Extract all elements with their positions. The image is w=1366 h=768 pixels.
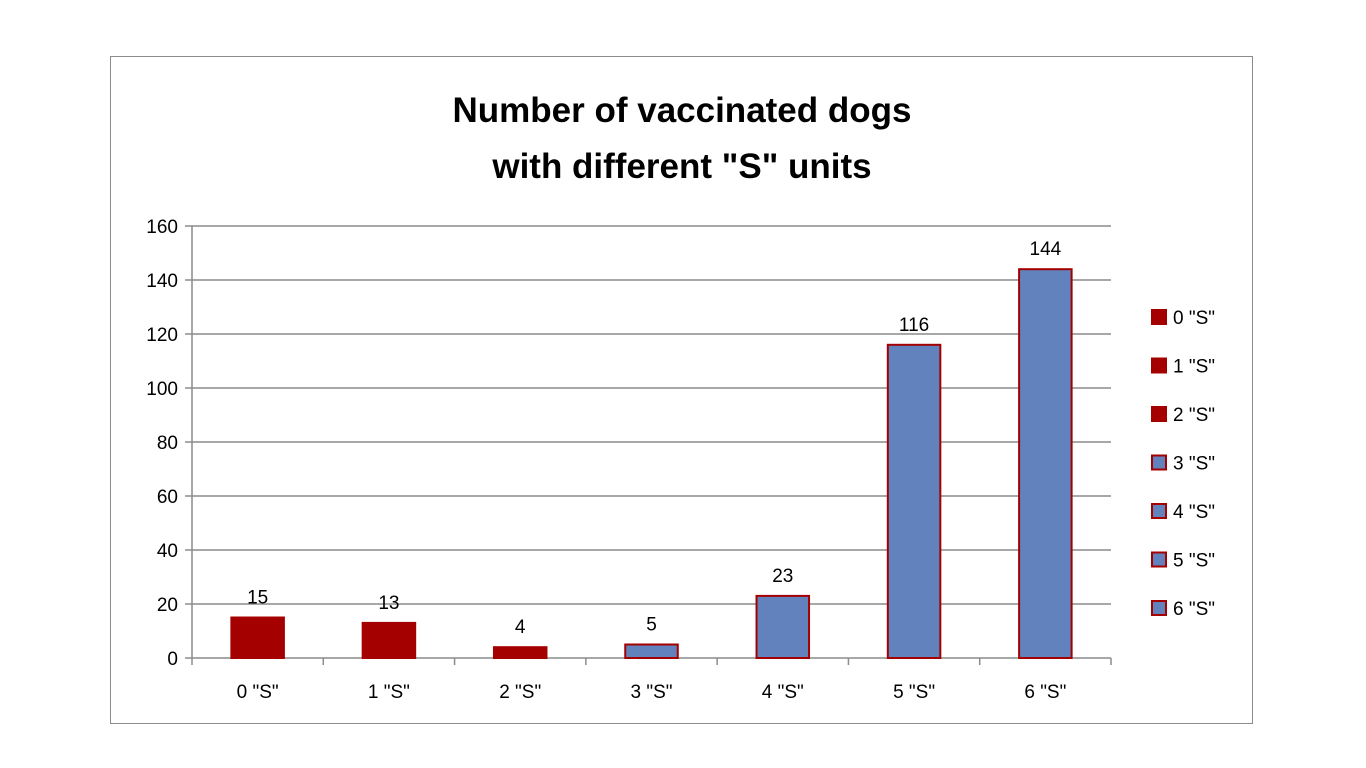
bar bbox=[1018, 268, 1073, 659]
y-axis-tick-labels: 0 20 40 60 80 100 120 140 160 bbox=[146, 217, 178, 670]
legend: 0 "S" 1 "S" 2 "S" 3 "S" 4 "S" 5 "S" 6 "S" bbox=[1151, 308, 1215, 620]
x-tick-label: 5 "S" bbox=[893, 682, 935, 703]
data-label: 5 bbox=[646, 615, 657, 636]
legend-label: 5 "S" bbox=[1173, 551, 1215, 572]
data-label: 4 bbox=[515, 617, 526, 638]
data-label: 116 bbox=[899, 315, 929, 336]
y-tick-label: 80 bbox=[157, 433, 178, 454]
data-labels: 15 13 4 5 23 116 144 bbox=[247, 239, 1062, 638]
legend-swatch bbox=[1151, 600, 1167, 616]
chart-title-line-2: with different "S" units bbox=[491, 147, 871, 186]
legend-label: 3 "S" bbox=[1173, 454, 1215, 475]
gridlines bbox=[192, 225, 1111, 605]
bar bbox=[230, 616, 285, 659]
y-tick-label: 20 bbox=[157, 595, 178, 616]
bar bbox=[492, 646, 548, 660]
legend-swatch bbox=[1151, 503, 1167, 519]
y-tick-label: 140 bbox=[146, 271, 178, 292]
legend-label: 2 "S" bbox=[1173, 405, 1215, 426]
x-tick-label: 0 "S" bbox=[237, 682, 279, 703]
x-tick-label: 6 "S" bbox=[1024, 682, 1066, 703]
legend-swatch bbox=[1151, 551, 1167, 568]
x-tick-label: 1 "S" bbox=[368, 682, 410, 703]
y-tick-label: 40 bbox=[157, 541, 178, 562]
legend-swatch bbox=[1151, 357, 1167, 374]
legend-label: 1 "S" bbox=[1173, 357, 1215, 378]
x-tick-label: 3 "S" bbox=[630, 682, 672, 703]
y-tick-label: 100 bbox=[146, 379, 178, 400]
data-label: 144 bbox=[1030, 239, 1062, 260]
x-tick-label: 2 "S" bbox=[499, 682, 541, 703]
bar bbox=[886, 343, 942, 659]
legend-swatch bbox=[1151, 454, 1167, 471]
bars bbox=[230, 268, 1073, 660]
bar bbox=[624, 643, 679, 659]
y-tick-label: 160 bbox=[146, 217, 178, 238]
bar bbox=[755, 594, 811, 660]
data-label: 13 bbox=[378, 593, 399, 614]
chart-title: Number of vaccinated dogs with different… bbox=[453, 91, 912, 186]
y-tick-label: 0 bbox=[167, 649, 178, 670]
data-label: 15 bbox=[247, 588, 268, 609]
legend-swatch bbox=[1151, 406, 1167, 422]
legend-label: 6 "S" bbox=[1173, 599, 1215, 620]
bar bbox=[361, 621, 417, 660]
legend-swatch bbox=[1151, 309, 1167, 325]
y-tick-label: 60 bbox=[157, 487, 178, 508]
data-label: 23 bbox=[772, 566, 793, 587]
legend-label: 4 "S" bbox=[1173, 502, 1215, 523]
axes bbox=[185, 225, 1112, 665]
x-tick-label: 4 "S" bbox=[762, 682, 804, 703]
chart-title-line-1: Number of vaccinated dogs bbox=[453, 91, 912, 130]
legend-label: 0 "S" bbox=[1173, 308, 1215, 329]
x-axis-tick-labels: 0 "S" 1 "S" 2 "S" 3 "S" 4 "S" 5 "S" 6 "S" bbox=[237, 682, 1067, 703]
y-tick-label: 120 bbox=[146, 325, 178, 346]
